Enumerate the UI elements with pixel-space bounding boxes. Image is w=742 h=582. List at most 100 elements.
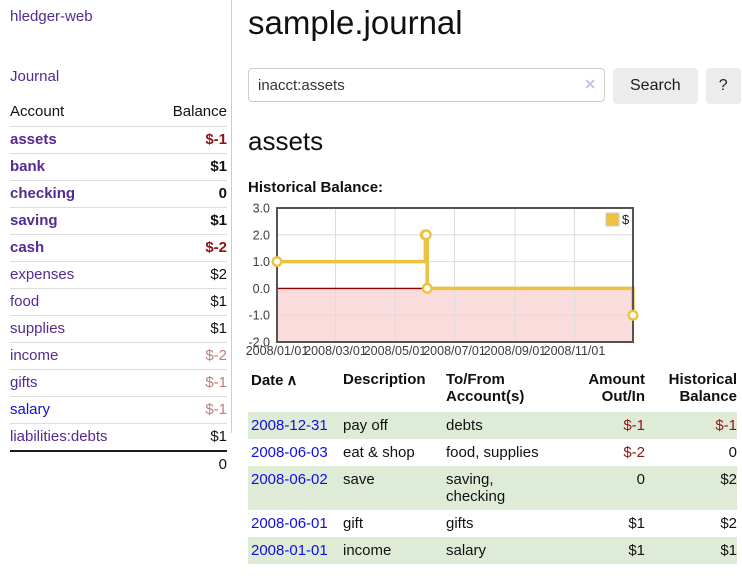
transaction-date-link[interactable]: 2008-12-31 [251, 417, 328, 434]
legend-swatch [605, 212, 620, 227]
account-balance: 0 [149, 180, 227, 208]
account-row: gifts $-1 [10, 369, 227, 397]
account-balance: $1 [149, 315, 227, 343]
sidebar-item-journal[interactable]: Journal [10, 68, 60, 85]
x-tick-label: 2008/07/01 [423, 344, 486, 358]
account-name-cell: saving [10, 207, 150, 235]
register-row: 2008-06-02 save saving, checking 0 $2 [248, 466, 737, 510]
data-point-marker [271, 256, 283, 268]
register-row: 2008-12-31 pay off debts $-1 $-1 [248, 412, 737, 439]
register-date-cell: 2008-06-02 [248, 466, 343, 510]
register-accounts-cell: salary [446, 542, 487, 559]
accounts-balance-table: Account Balance assets $-1 bank $1 checking 0… [10, 100, 227, 478]
sidebar-account-link[interactable]: cash [10, 239, 45, 256]
register-row: 2008-06-03 eat & shop food, supplies $-2 0 [248, 439, 737, 466]
register-balance-cell: $1 [720, 542, 737, 559]
register-date-cell: 2008-12-31 [248, 412, 343, 439]
transaction-date-link[interactable]: 2008-01-01 [251, 542, 328, 559]
y-tick-label: 2.0 [253, 228, 270, 242]
historical-balance-chart: 3.0 2.0 1.0 0.0 -1.0 -2.02008/01/012008/03/01… [246, 202, 639, 358]
register-description-cell: income [343, 542, 392, 559]
chart-title: Historical Balance: [248, 179, 384, 196]
accounts-header-balance: Balance [149, 100, 227, 127]
register-header-historical: Historical Balance [668, 371, 737, 405]
register-date-cell: 2008-01-01 [248, 537, 343, 564]
register-description-cell: gift [343, 515, 364, 532]
account-row: income $-2 [10, 342, 227, 370]
search-help-button[interactable]: ? [705, 68, 741, 104]
sidebar-account-link[interactable]: supplies [10, 320, 66, 337]
y-tick-label: -1.0 [248, 309, 270, 323]
register-description-cell: pay off [343, 417, 388, 434]
sidebar-account-link[interactable]: checking [10, 185, 76, 202]
transaction-date-link[interactable]: 2008-06-01 [251, 515, 328, 532]
accounts-total-spacer [10, 451, 149, 478]
account-name-cell: cash [10, 234, 150, 262]
sidebar-account-link[interactable]: expenses [10, 266, 75, 283]
sidebar-account-link[interactable]: salary [10, 401, 51, 418]
x-tick-label: 2008/05/01 [364, 344, 427, 358]
search-box: ✕ [248, 68, 605, 102]
accounts-header-row: Account Balance [10, 100, 227, 127]
search-button[interactable]: Search [613, 68, 698, 104]
account-name-cell: assets [10, 126, 150, 154]
account-name-cell: supplies [10, 315, 150, 343]
account-row: cash $-2 [10, 234, 227, 262]
register-header-tofrom: To/From Account(s) [446, 371, 525, 405]
sidebar-account-link[interactable]: assets [10, 131, 57, 148]
register-row: 2008-06-01 gift gifts $1 $2 [248, 510, 737, 537]
y-tick-label: 3.0 [253, 202, 270, 216]
register-amount-cell: $-2 [623, 444, 645, 461]
clear-search-icon[interactable]: ✕ [584, 76, 596, 92]
app-brand-link[interactable]: hledger-web [10, 8, 93, 25]
x-tick-label: 2008/09/01 [484, 344, 547, 358]
search-form: ✕ Search ? [248, 68, 742, 104]
page-title: sample.journal [248, 4, 463, 41]
legend-label: $ [622, 212, 630, 227]
register-amount-cell: $1 [628, 515, 645, 532]
search-input[interactable] [248, 68, 605, 102]
sidebar-account-link[interactable]: liabilities:debts [10, 428, 108, 445]
accounts-header-account: Account [10, 100, 150, 127]
data-point-marker [420, 229, 432, 241]
register-header-date[interactable]: Date ∧ [251, 372, 298, 389]
sidebar-account-link[interactable]: saving [10, 212, 58, 229]
y-tick-label: -2.0 [248, 336, 270, 350]
data-point-marker [627, 309, 639, 321]
register-balance-cell: $2 [720, 471, 737, 488]
x-tick-label: 2008/11/01 [544, 344, 606, 358]
register-balance-cell: $-1 [715, 417, 737, 434]
transaction-date-link[interactable]: 2008-06-02 [251, 471, 328, 488]
account-row: checking 0 [10, 180, 227, 208]
register-description-cell: eat & shop [343, 444, 415, 461]
account-balance: $1 [149, 207, 227, 235]
sidebar-account-link[interactable]: food [10, 293, 40, 310]
register-description-cell: save [343, 471, 375, 488]
account-row: salary $-1 [10, 396, 227, 424]
register-amount-cell: $-1 [623, 417, 645, 434]
account-row: food $1 [10, 288, 227, 316]
account-heading: assets [248, 126, 324, 156]
account-row: bank $1 [10, 153, 227, 181]
plot-border [276, 207, 634, 343]
sidebar-account-link[interactable]: income [10, 347, 59, 364]
y-tick-label: 1.0 [253, 255, 270, 269]
account-balance: $-1 [149, 126, 227, 154]
account-row: saving $1 [10, 207, 227, 235]
sort-asc-icon[interactable]: ∧ [286, 372, 298, 389]
register-table: Date ∧ Description To/From Account(s) Amount… [248, 368, 737, 564]
register-balance-cell: $2 [720, 515, 737, 532]
transaction-date-link[interactable]: 2008-06-03 [251, 444, 328, 461]
account-name-cell: income [10, 342, 150, 370]
account-name-cell: liabilities:debts [10, 423, 150, 452]
account-name-cell: salary [10, 396, 150, 424]
account-row: expenses $2 [10, 261, 227, 289]
account-row: supplies $1 [10, 315, 227, 343]
account-name-cell: expenses [10, 261, 150, 289]
accounts-total-value: 0 [218, 456, 227, 473]
register-row: 2008-01-01 income salary $1 $1 [248, 537, 737, 564]
x-tick-label: 2008/03/01 [304, 344, 367, 358]
sidebar-account-link[interactable]: gifts [10, 374, 38, 391]
main-content: sample.journal ✕ Search ? assets Histori… [246, 0, 742, 564]
sidebar-account-link[interactable]: bank [10, 158, 46, 175]
